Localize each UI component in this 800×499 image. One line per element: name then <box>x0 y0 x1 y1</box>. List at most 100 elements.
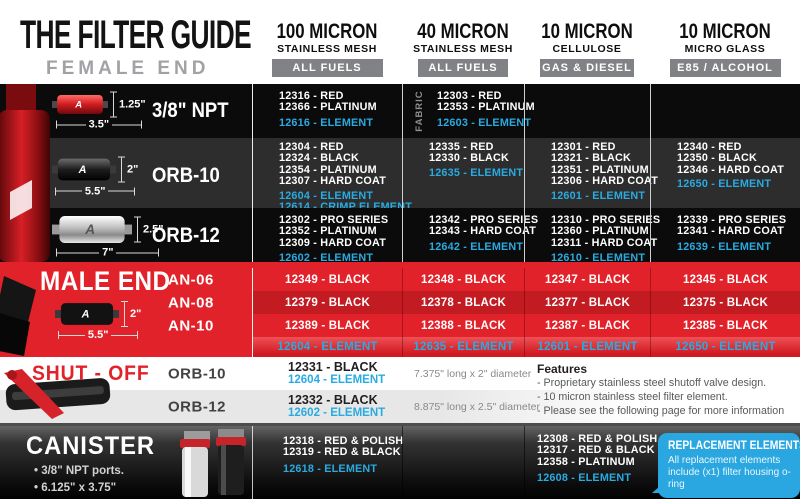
dimension-width: 7" <box>102 246 114 259</box>
part-number: 12317 - RED & BLACK <box>537 444 655 457</box>
part-number: 12318 - RED & POLISH <box>283 435 404 447</box>
part-number: 12366 - PLATINUM <box>279 101 377 114</box>
micron-rating: 40 MICRON <box>417 20 509 43</box>
male-end-heading: MALE END <box>40 266 171 296</box>
parts-cell: 12304 - RED 12324 - BLACK 12354 - PLATINUM… <box>252 138 412 214</box>
part-number: 12388 - BLACK <box>402 314 524 337</box>
feature-bullet: - Please see the following page for more… <box>537 405 785 418</box>
row-label-cell: A 2.5" 7" ORB-12 <box>0 208 252 265</box>
part-number: 12387 - BLACK <box>524 314 650 337</box>
table-row-elements: 12604 - ELEMENT 12635 - ELEMENT 12601 - … <box>0 337 800 357</box>
element-part-number: 12604 - ELEMENT <box>279 189 374 202</box>
svg-text:A: A <box>78 164 87 176</box>
header: THE FILTER GUIDE FEMALE END 100 MICRON S… <box>0 0 800 84</box>
part-number: 12349 - BLACK <box>252 268 402 291</box>
filter-photo-orb10: A 2" 5.5" <box>52 154 138 197</box>
dimension-height: 2" <box>127 163 139 176</box>
micron-rating: 10 MICRON <box>679 20 771 43</box>
part-number: 12358 - PLATINUM <box>537 455 635 468</box>
row-label: ORB-10 <box>152 163 220 187</box>
title-block: THE FILTER GUIDE FEMALE END <box>0 0 252 80</box>
element-part-number: 12614 - CRIMP ELEMENT <box>279 201 412 213</box>
part-number: 12321 - BLACK <box>551 152 632 165</box>
part-number: 12351 - PLATINUM <box>551 163 649 176</box>
part-number: 12309 - HARD COAT <box>279 236 386 249</box>
filter-photo-npt: A 1.25" 3.5" <box>52 91 146 131</box>
column-header-10-micron-micro-glass: 10 MICRON MICRO GLASS E85 / ALCOHOL <box>650 0 800 77</box>
parts-cell: 12332 - BLACK 12602 - ELEMENT <box>252 390 402 423</box>
canister-section: CANISTER • 3/8" NPT ports. • 6.125" x 3.… <box>0 423 800 499</box>
features-block: Features - Proprietary stainless steel s… <box>537 362 792 418</box>
element-part-number: 12610 - ELEMENT <box>551 252 646 265</box>
filter-photo-male: A 2" 5.5" <box>55 300 141 341</box>
table-row: A 2.5" 7" ORB-12 12302 - PRO SERIES 12352… <box>0 208 800 265</box>
media-type: STAINLESS MESH <box>277 43 377 55</box>
row-label: ORB-12 <box>152 224 220 248</box>
parts-cell: 12335 - RED 12330 - BLACK 12635 - ELEMENT <box>402 138 524 214</box>
filter-chrome-icon: A <box>52 216 132 244</box>
part-number: 12378 - BLACK <box>402 291 524 314</box>
column-header-10-micron-cellulose: 10 MICRON CELLULOSE GAS & DIESEL <box>524 0 650 77</box>
fuel-badge: E85 / ALCOHOL <box>669 59 781 77</box>
element-part-number: 12639 - ELEMENT <box>677 240 772 253</box>
dimension-width: 5.5" <box>84 185 106 198</box>
feature-bullet: - 10 micron stainless steel filter eleme… <box>537 391 728 404</box>
element-part-number: 12603 - ELEMENT <box>437 116 532 129</box>
table-row-shutoff-orb12: ORB-12 12332 - BLACK 12602 - ELEMENT 8.8… <box>0 390 800 423</box>
part-number: 12346 - HARD COAT <box>677 163 784 176</box>
element-part-number: 12616 - ELEMENT <box>279 116 374 129</box>
table-row-shutoff-orb10: ORB-10 12331 - BLACK 12604 - ELEMENT 7.3… <box>0 357 800 390</box>
column-header-40-micron: 40 MICRON STAINLESS MESH ALL FUELS <box>402 0 524 77</box>
part-number: 12389 - BLACK <box>252 314 402 337</box>
spec-bullet: • 3/8" NPT ports. <box>34 465 124 477</box>
parts-cell-empty <box>402 426 524 499</box>
svg-text:A: A <box>84 222 95 237</box>
part-number: 12331 - BLACK <box>288 359 378 374</box>
an-fitting-photo-icon <box>0 276 36 356</box>
parts-cell: 12342 - PRO SERIES 12343 - HARD COAT 1264… <box>402 208 538 265</box>
part-number: 12350 - BLACK <box>677 152 758 165</box>
filter-photo-orb12: A 2.5" 7" <box>52 214 164 259</box>
part-number: 12302 - PRO SERIES <box>279 214 389 226</box>
table-row: A 2" 5.5" ORB-10 12304 - RED 12324 - BLAC… <box>0 138 800 214</box>
element-part-number: 12650 - ELEMENT <box>677 178 772 191</box>
column-header-100-micron: 100 MICRON STAINLESS MESH ALL FUELS <box>252 0 402 77</box>
row-label-cell: CANISTER • 3/8" NPT ports. • 6.125" x 3.… <box>0 426 252 499</box>
part-number: 12379 - BLACK <box>252 291 402 314</box>
part-number: 12304 - RED <box>279 141 344 153</box>
fabric-note: FABRIC <box>414 90 426 132</box>
parts-cell-empty <box>524 84 650 138</box>
row-label: AN-08 <box>168 294 214 311</box>
size-spec: 7.375" long x 2" diameter <box>414 367 532 380</box>
part-number: 12306 - HARD COAT <box>551 175 658 188</box>
element-part-number: 12608 - ELEMENT <box>537 472 632 485</box>
shut-off-section: SHUT - OFF Features - Proprietary stainl… <box>0 357 800 423</box>
part-number: 12343 - HARD COAT <box>429 225 536 238</box>
part-number: 12360 - PLATINUM <box>551 225 649 238</box>
part-number: 12348 - BLACK <box>402 268 524 291</box>
element-part-number: 12601 - ELEMENT <box>524 337 650 357</box>
row-label: AN-10 <box>168 317 214 334</box>
page-title: THE FILTER GUIDE <box>20 13 252 57</box>
part-number: 12340 - RED <box>677 141 742 153</box>
media-type: MICRO GLASS <box>684 43 766 55</box>
part-number: 12301 - RED <box>551 141 616 153</box>
element-part-number: 12602 - ELEMENT <box>279 252 374 265</box>
svg-text:A: A <box>81 308 90 320</box>
element-part-number: 12602 - ELEMENT <box>288 406 386 419</box>
part-number: 12385 - BLACK <box>650 314 800 337</box>
media-type: CELLULOSE <box>552 43 622 55</box>
element-part-number: 12604 - ELEMENT <box>288 373 386 386</box>
part-number: 12352 - PLATINUM <box>279 225 377 238</box>
dimension-height: 2" <box>130 308 142 320</box>
element-part-number: 12618 - ELEMENT <box>283 462 378 475</box>
dimension-height: 2.5" <box>143 223 164 236</box>
parts-cell-empty <box>650 84 800 138</box>
row-label: AN-06 <box>168 271 214 288</box>
row-label-cell: A 1.25" 3.5" 3/8" NPT <box>0 84 252 138</box>
part-number: 12308 - RED & POLISH <box>537 433 658 445</box>
element-part-number: 12604 - ELEMENT <box>252 337 402 357</box>
row-label-cell: A 2" 5.5" ORB-10 <box>0 138 252 213</box>
canister-heading: CANISTER <box>26 432 156 460</box>
